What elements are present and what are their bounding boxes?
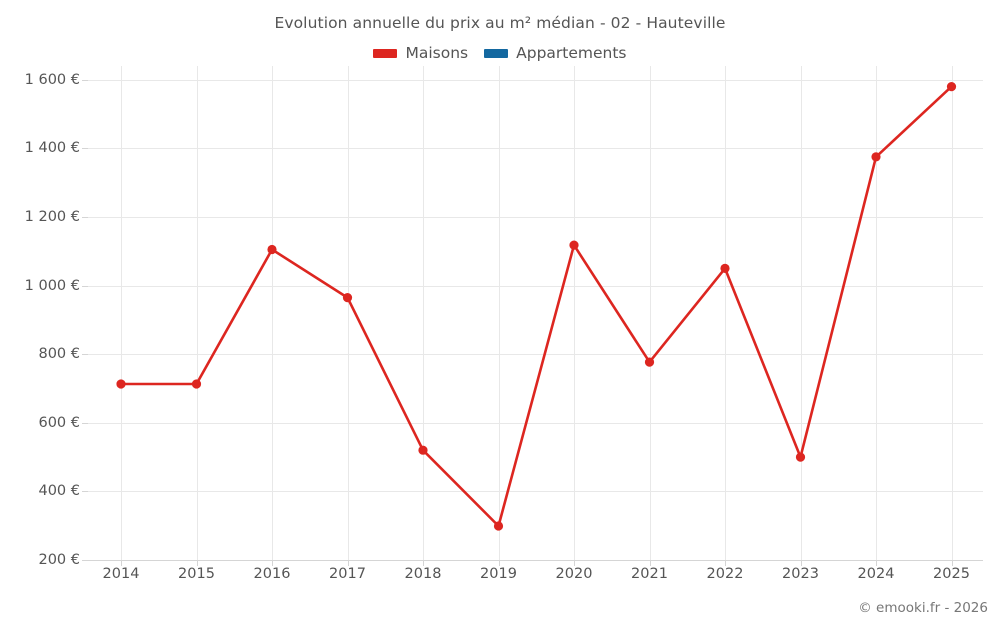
y-axis-tick-label: 1 000 €	[24, 277, 80, 294]
chart-title: Evolution annuelle du prix au m² médian …	[274, 14, 726, 32]
x-axis-tick-label: 2015	[178, 566, 215, 582]
data-point-maisons	[644, 357, 655, 367]
legend-swatch-icon	[484, 48, 509, 58]
x-axis-tick-label: 2023	[782, 566, 819, 582]
data-point-maisons	[116, 379, 126, 389]
data-point-maisons	[267, 244, 277, 255]
x-axis-tick-label: 2020	[555, 566, 593, 582]
data-point-maisons	[342, 293, 353, 303]
y-axis-tick-label: 200 €	[38, 552, 80, 568]
chart-legend: Maisons Appartements	[0, 44, 1000, 62]
x-axis-tick-label: 2024	[857, 566, 895, 582]
y-axis-tick-label: 1 400 €	[24, 140, 80, 157]
x-axis-tick-label: 2014	[102, 566, 140, 582]
y-axis-tick-label: 800 €	[38, 346, 80, 363]
legend-item-appartements[interactable]: Appartements	[484, 44, 627, 62]
x-axis-tick-label: 2019	[480, 566, 517, 582]
y-axis-tick-label: 400 €	[38, 483, 80, 500]
data-point-maisons	[946, 82, 957, 92]
series-line-maisons	[119, 85, 953, 528]
y-axis-tick-label: 600 €	[38, 414, 80, 431]
x-axis-tick-label: 2025	[933, 566, 970, 582]
x-axis-tick-label: 2022	[706, 566, 744, 582]
y-axis-labels: 200 € 400 € 600 € 800 € 1 000 € 1 200 € 1 400 …	[0, 0, 80, 625]
data-point-maisons	[569, 240, 579, 250]
x-axis-tick-label: 2017	[329, 566, 366, 582]
data-point-maisons	[418, 445, 428, 455]
data-point-maisons	[871, 152, 881, 162]
legend-swatch-icon	[373, 48, 398, 58]
data-point-maisons	[493, 521, 504, 531]
y-axis-tick-label: 1 600 €	[24, 71, 80, 88]
x-axis-tick-label: 2016	[253, 566, 291, 582]
x-axis-tick-label: 2018	[404, 566, 442, 582]
y-axis-tick-label: 1 200 €	[24, 208, 80, 225]
data-point-maisons	[191, 379, 202, 389]
legend-label-maisons: Maisons	[405, 44, 469, 62]
x-axis-tick-label: 2021	[631, 566, 668, 582]
footer-credit: © emooki.fr - 2026	[858, 600, 988, 616]
data-point-maisons	[795, 452, 806, 462]
data-point-maisons	[720, 263, 730, 273]
legend-label-appartements: Appartements	[516, 44, 627, 62]
legend-item-maisons[interactable]: Maisons	[373, 44, 468, 62]
